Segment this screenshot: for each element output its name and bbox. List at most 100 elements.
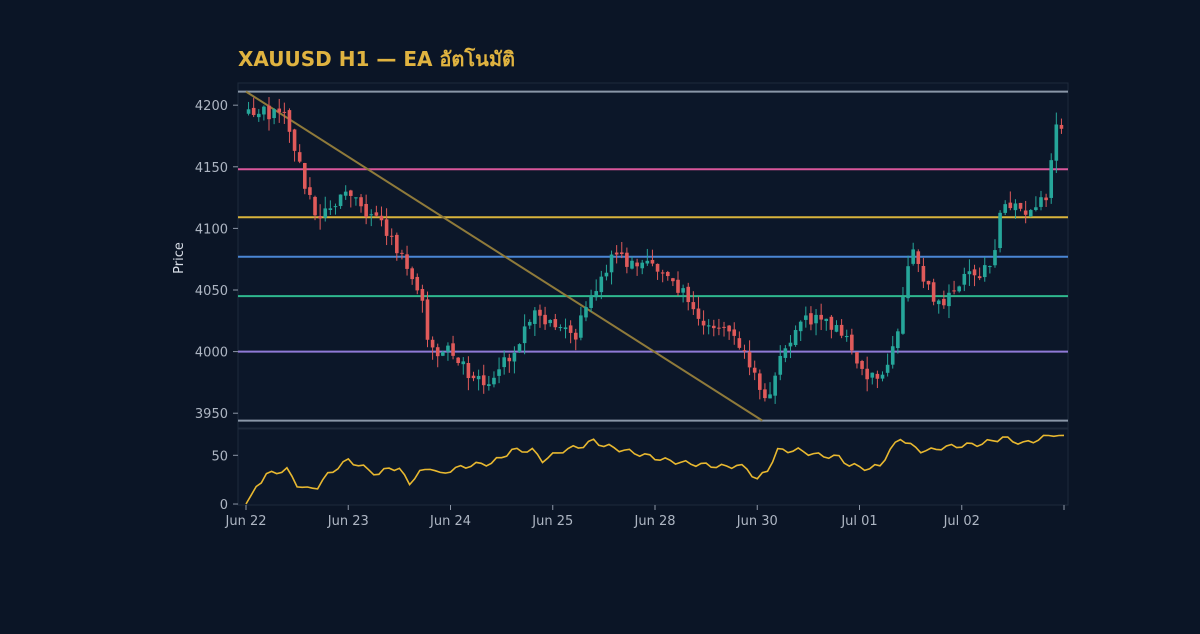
candle-body <box>732 329 737 336</box>
candle-body <box>507 357 512 362</box>
candle-body <box>660 272 665 274</box>
candle-body <box>522 326 527 344</box>
level-lines <box>238 90 1068 422</box>
candle-body <box>926 280 931 285</box>
y-axis-label: Price <box>172 242 187 274</box>
candle-body <box>599 276 604 293</box>
candle-body <box>844 335 849 338</box>
candle-body <box>890 346 895 365</box>
candle-body <box>701 320 706 326</box>
x-tick-label: Jun 30 <box>736 514 778 529</box>
candle-body <box>619 252 624 255</box>
candle-body <box>379 215 384 221</box>
candle-body <box>691 302 696 310</box>
candle-body <box>548 319 552 324</box>
x-tick-label: Jun 25 <box>531 514 573 529</box>
candle-body <box>650 259 655 264</box>
candle-body <box>783 348 788 358</box>
candle-body <box>1054 124 1059 161</box>
oscillator-panel <box>237 428 1069 506</box>
candle-body <box>742 350 747 352</box>
candle-body <box>481 375 486 386</box>
candle-body <box>870 372 875 378</box>
candle-body <box>1049 160 1054 198</box>
candle-body <box>343 191 348 196</box>
price-y-axis: 3950 4000 4050 4100 4150 4200 <box>195 99 238 422</box>
candle-body <box>982 265 987 278</box>
candle-body <box>773 375 777 396</box>
candle-body <box>466 362 471 379</box>
candle-body <box>665 271 670 277</box>
x-tick-label: Jun 28 <box>634 514 676 529</box>
candle-body <box>931 282 936 302</box>
candle-body <box>839 324 844 336</box>
x-tick-label: Jun 23 <box>327 514 369 529</box>
candle-body <box>681 288 685 293</box>
candle-body <box>517 344 522 352</box>
candle-body <box>686 286 691 303</box>
candle-body <box>635 262 639 267</box>
candle-body <box>492 377 496 385</box>
candle-body <box>384 219 389 236</box>
candle-body <box>420 289 425 301</box>
candle-body <box>998 212 1002 249</box>
candle-body <box>625 252 629 267</box>
x-tick-label: Jul 01 <box>840 514 877 529</box>
candle-body <box>977 276 982 279</box>
candle-body <box>589 295 593 308</box>
candle-body <box>354 197 358 199</box>
candle-body <box>829 316 834 330</box>
candle-body <box>272 109 276 119</box>
candle-body <box>1059 124 1064 129</box>
candle-body <box>456 357 460 364</box>
candle-body <box>865 368 869 380</box>
candle-body <box>609 254 614 273</box>
candle-body <box>967 271 972 275</box>
candle-body <box>614 252 619 255</box>
candle-body <box>630 260 634 269</box>
candle-body <box>395 234 399 254</box>
candle-body <box>722 326 726 328</box>
candle-body <box>251 107 256 116</box>
x-tick-label: Jun 22 <box>225 514 267 529</box>
candle-body <box>461 361 466 365</box>
candle-body <box>875 373 880 379</box>
x-tick-label: Jul 02 <box>943 514 980 529</box>
candle-body <box>711 325 716 329</box>
candle-body <box>957 286 961 292</box>
candle-body <box>855 352 859 364</box>
candle-body <box>763 389 767 399</box>
candle-body <box>936 300 941 305</box>
candle-body <box>1044 197 1048 201</box>
candle-body <box>308 187 312 195</box>
candle-body <box>850 334 854 351</box>
candle-body <box>798 321 803 332</box>
candle-body <box>425 299 430 340</box>
y-tick-label: 4150 <box>195 161 228 176</box>
y-tick-label: 4000 <box>195 346 228 361</box>
candle-body <box>1003 204 1008 213</box>
candle-body <box>1034 207 1038 210</box>
candle-body <box>921 265 926 282</box>
candle-body <box>405 254 409 269</box>
candle-body <box>262 106 266 115</box>
candle-body <box>655 263 660 272</box>
oscillator-line <box>245 434 1065 505</box>
candle-body <box>313 196 317 216</box>
candle-body <box>415 276 420 291</box>
candle-body <box>788 342 793 347</box>
candle-body <box>676 279 680 293</box>
candle-body <box>584 307 588 318</box>
candle-body <box>1008 202 1013 209</box>
candle-body <box>962 273 967 285</box>
candle-body <box>727 325 731 332</box>
candle-body <box>896 331 900 349</box>
candle-body <box>502 357 506 368</box>
candle-body <box>369 214 374 216</box>
candle-body <box>563 327 568 330</box>
candle-body <box>435 347 440 357</box>
y-tick-label: 3950 <box>195 407 228 422</box>
